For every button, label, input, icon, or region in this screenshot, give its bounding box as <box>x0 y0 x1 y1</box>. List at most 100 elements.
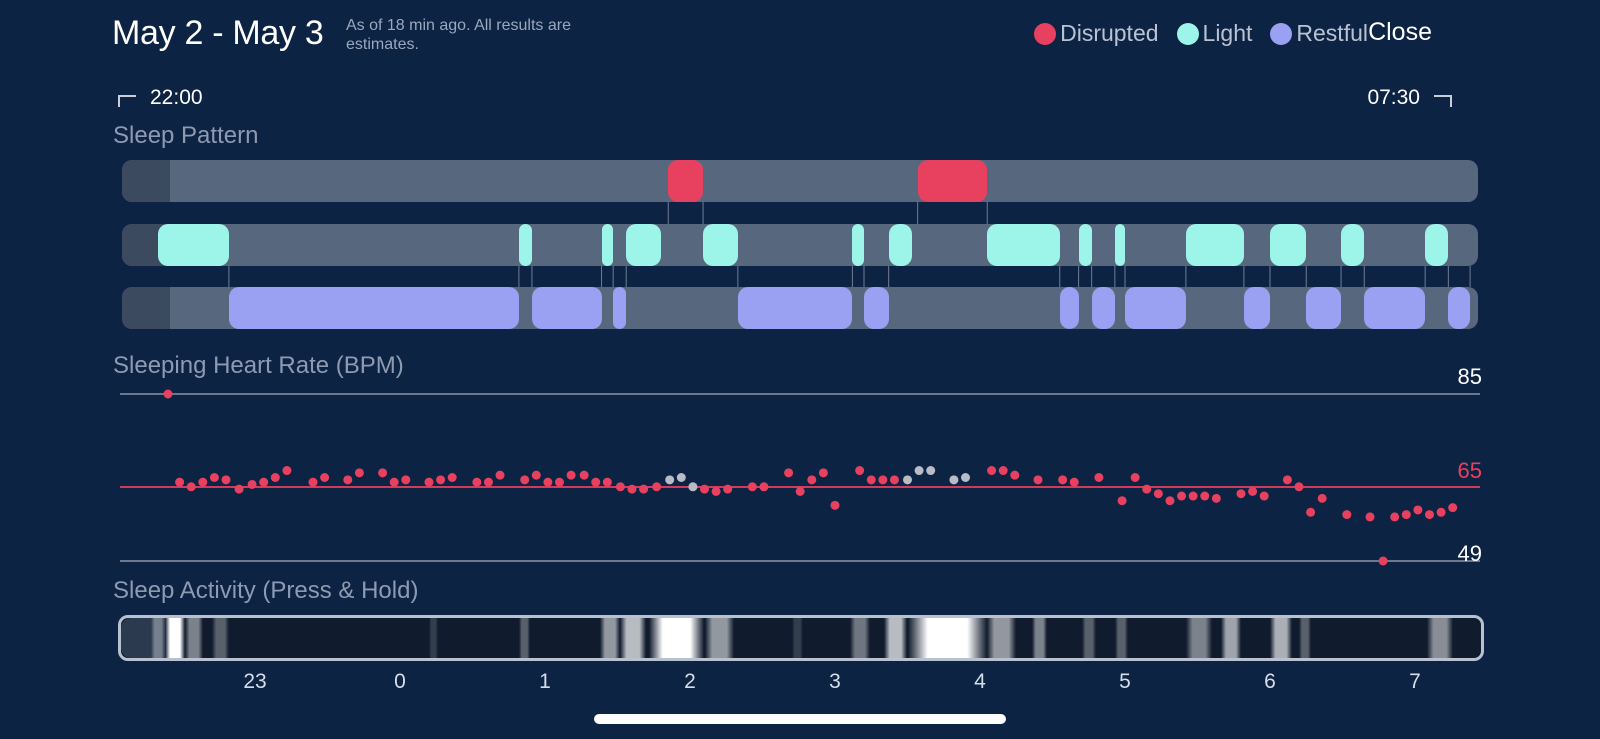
heart-rate-point-inactive <box>665 475 675 485</box>
home-indicator[interactable] <box>594 714 1006 724</box>
heart-rate-point <box>627 484 637 494</box>
heart-rate-point <box>987 466 997 476</box>
min-line <box>120 560 1480 562</box>
max-value: 85 <box>1457 364 1482 389</box>
heart-rate-point <box>1448 503 1458 513</box>
axis-tick-label: 2 <box>684 670 696 693</box>
heart-rate-point <box>401 475 411 485</box>
light-segment <box>601 224 614 266</box>
heart-rate-point <box>723 484 733 494</box>
start-time-label: 22:00 <box>150 86 203 109</box>
heart-rate-point <box>591 477 601 487</box>
heart-rate-point-inactive <box>676 473 686 482</box>
activity-band <box>1220 618 1241 658</box>
restful-segment <box>864 287 889 329</box>
legend-label: Light <box>1202 20 1253 46</box>
heart-rate-point <box>784 468 794 478</box>
axis-tick-label: 7 <box>1409 670 1421 693</box>
light-segment <box>157 224 229 266</box>
legend: Disrupted Light Restful <box>1016 20 1368 47</box>
axis-tick-label: 1 <box>539 670 551 693</box>
heart-rate-point <box>186 482 196 492</box>
disrupted-segment <box>917 160 988 202</box>
heart-rate-point <box>1390 512 1400 522</box>
restful-segment <box>1091 287 1115 329</box>
heart-rate-point <box>1033 475 1043 485</box>
max-line <box>120 393 1480 395</box>
heart-rate-point <box>495 470 505 480</box>
activity-band <box>704 618 734 658</box>
heart-rate-point <box>247 479 257 489</box>
heart-rate-title: Sleeping Heart Rate (BPM) <box>113 352 404 379</box>
heart-rate-point <box>1069 477 1079 487</box>
heart-rate-point <box>555 477 564 487</box>
heart-rate-point <box>343 475 353 485</box>
heart-rate-point-inactive <box>688 482 698 492</box>
close-button[interactable]: Close <box>1368 18 1432 46</box>
heart-rate-point <box>1177 491 1187 501</box>
heart-rate-point <box>652 482 662 492</box>
restful-segment <box>1364 287 1426 329</box>
activity-band <box>1185 618 1212 658</box>
legend-item-disrupted: Disrupted <box>1034 20 1159 47</box>
heart-rate-point <box>308 477 318 487</box>
heart-rate-point <box>1282 475 1292 485</box>
restful-segment <box>1448 287 1471 329</box>
activity-band <box>620 618 647 658</box>
activity-band <box>649 618 705 658</box>
activity-band <box>987 618 1017 658</box>
heart-rate-point <box>1425 510 1434 520</box>
date-range-title: May 2 - May 3 <box>112 14 324 52</box>
light-segment <box>1341 224 1365 266</box>
axis-tick-label: 0 <box>394 670 406 693</box>
heart-rate-point <box>378 468 388 478</box>
heart-rate-point <box>1188 491 1198 501</box>
activity-band <box>211 618 229 658</box>
light-dot-icon <box>1176 22 1199 45</box>
light-track[interactable] <box>122 224 1478 266</box>
heart-rate-point <box>282 466 292 476</box>
disrupted-track[interactable] <box>122 160 1478 202</box>
light-segment <box>1114 224 1125 266</box>
heart-rate-point <box>795 486 805 496</box>
heart-rate-point <box>700 484 709 494</box>
heart-rate-point <box>1317 493 1327 503</box>
heart-rate-point <box>1401 510 1411 520</box>
restful-track[interactable] <box>122 287 1478 329</box>
heart-rate-point <box>866 475 876 485</box>
avg-value: 65 <box>1457 458 1482 483</box>
heart-rate-point <box>1010 470 1020 480</box>
activity-band <box>185 618 203 658</box>
heart-rate-point <box>424 477 434 487</box>
restful-segment <box>1125 287 1186 329</box>
heart-rate-point <box>354 468 364 478</box>
track-cap <box>121 618 165 658</box>
legend-label: Restful <box>1296 20 1368 46</box>
heart-rate-point <box>483 477 493 487</box>
heart-rate-point <box>1436 507 1446 517</box>
heart-rate-point <box>1117 496 1127 506</box>
restful-segment <box>1306 287 1342 329</box>
heart-rate-point <box>447 473 457 482</box>
activity-band <box>1081 618 1096 658</box>
restful-segment <box>1243 287 1270 329</box>
axis-tick-label: 6 <box>1264 670 1276 693</box>
activity-band <box>518 618 531 658</box>
activity-band <box>1299 618 1311 658</box>
heart-rate-point <box>531 470 541 480</box>
heart-rate-point <box>543 477 553 487</box>
light-segment <box>1078 224 1092 266</box>
heart-rate-point <box>1211 493 1221 503</box>
activity-band <box>1032 618 1047 658</box>
heart-rate-point <box>1236 489 1246 499</box>
track-cap <box>122 287 170 329</box>
heart-rate-point <box>1378 556 1388 566</box>
heart-rate-point <box>1248 486 1258 496</box>
heart-rate-point <box>259 477 269 487</box>
heart-rate-point <box>1365 512 1375 522</box>
heart-rate-point <box>615 482 625 492</box>
sleep-activity-strip[interactable] <box>118 615 1484 661</box>
heart-rate-point <box>163 389 173 399</box>
heart-rate-point <box>389 477 399 487</box>
